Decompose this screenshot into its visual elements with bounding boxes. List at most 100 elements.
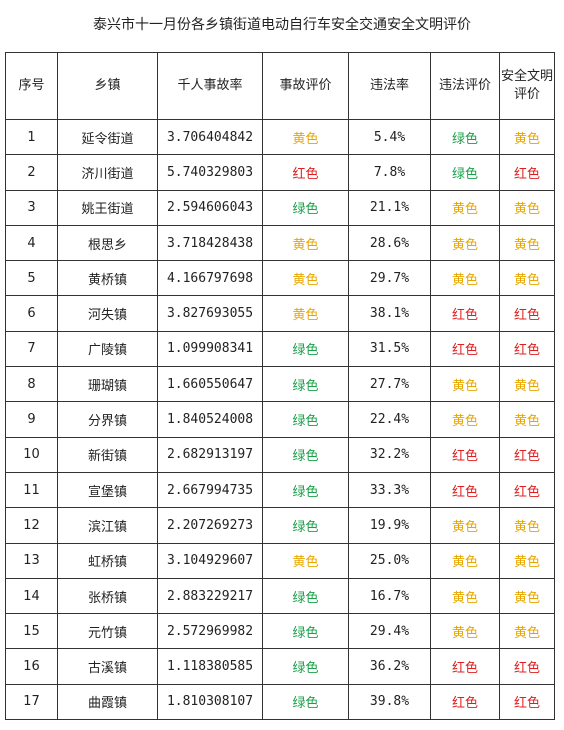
header-violation-rate: 违法率 bbox=[348, 52, 431, 120]
cell-town: 古溪镇 bbox=[57, 648, 158, 685]
cell-violation-rate: 33.3% bbox=[348, 471, 431, 509]
table-row: 5 黄桥镇 4.166797698 黄色 29.7% 黄色 黄色 bbox=[5, 260, 555, 297]
header-safety-eval: 安全文明评价 bbox=[499, 52, 555, 120]
table-body: 1 延令街道 3.706404842 黄色 5.4% 绿色 黄色 2 济川街道 5.7403298… bbox=[5, 118, 555, 721]
cell-town: 分界镇 bbox=[57, 401, 158, 438]
cell-index: 13 bbox=[5, 542, 58, 579]
cell-accident-rate: 3.718428438 bbox=[157, 224, 263, 262]
cell-violation-rate: 7.8% bbox=[348, 154, 431, 191]
cell-violation-eval: 绿色 bbox=[430, 154, 500, 191]
cell-town: 滨江镇 bbox=[57, 507, 158, 544]
cell-safety-eval: 黄色 bbox=[499, 366, 555, 403]
cell-accident-eval: 绿色 bbox=[262, 330, 349, 368]
cell-violation-eval: 红色 bbox=[430, 295, 500, 332]
cell-accident-eval: 绿色 bbox=[262, 577, 349, 615]
cell-index: 7 bbox=[5, 330, 58, 368]
cell-violation-eval: 黄色 bbox=[430, 507, 500, 544]
table-row: 14 张桥镇 2.883229217 绿色 16.7% 黄色 黄色 bbox=[5, 577, 555, 615]
cell-town: 元竹镇 bbox=[57, 613, 158, 650]
table-row: 13 虹桥镇 3.104929607 黄色 25.0% 黄色 黄色 bbox=[5, 542, 555, 579]
cell-safety-eval: 红色 bbox=[499, 471, 555, 509]
page-title: 泰兴市十一月份各乡镇街道电动自行车安全交通安全文明评价 bbox=[93, 17, 471, 33]
cell-violation-rate: 5.4% bbox=[348, 118, 431, 156]
table-row: 1 延令街道 3.706404842 黄色 5.4% 绿色 黄色 bbox=[5, 118, 555, 156]
cell-safety-eval: 黄色 bbox=[499, 189, 555, 226]
cell-accident-eval: 绿色 bbox=[262, 648, 349, 685]
cell-safety-eval: 黄色 bbox=[499, 507, 555, 544]
cell-violation-rate: 27.7% bbox=[348, 366, 431, 403]
cell-town: 新街镇 bbox=[57, 436, 158, 473]
cell-town: 济川街道 bbox=[57, 154, 158, 191]
cell-accident-rate: 5.740329803 bbox=[157, 154, 263, 191]
header-violation-eval: 违法评价 bbox=[430, 52, 500, 120]
table-row: 15 元竹镇 2.572969982 绿色 29.4% 黄色 黄色 bbox=[5, 613, 555, 650]
cell-violation-rate: 36.2% bbox=[348, 648, 431, 685]
cell-index: 12 bbox=[5, 507, 58, 544]
cell-accident-eval: 黄色 bbox=[262, 260, 349, 297]
cell-index: 5 bbox=[5, 260, 58, 297]
cell-accident-rate: 2.883229217 bbox=[157, 577, 263, 615]
cell-accident-eval: 绿色 bbox=[262, 189, 349, 226]
header-row: 序号 乡镇 千人事故率 事故评价 违法率 违法评价 安全文明评价 bbox=[5, 52, 555, 120]
table-row: 11 宣堡镇 2.667994735 绿色 33.3% 红色 红色 bbox=[5, 471, 555, 509]
cell-safety-eval: 黄色 bbox=[499, 118, 555, 156]
cell-accident-rate: 1.118380585 bbox=[157, 648, 263, 685]
table-row: 9 分界镇 1.840524008 绿色 22.4% 黄色 黄色 bbox=[5, 401, 555, 438]
cell-town: 宣堡镇 bbox=[57, 471, 158, 509]
cell-accident-rate: 3.706404842 bbox=[157, 118, 263, 156]
cell-violation-eval: 黄色 bbox=[430, 366, 500, 403]
cell-safety-eval: 红色 bbox=[499, 648, 555, 685]
cell-violation-rate: 32.2% bbox=[348, 436, 431, 473]
header-index: 序号 bbox=[5, 52, 58, 120]
cell-safety-eval: 红色 bbox=[499, 154, 555, 191]
cell-index: 9 bbox=[5, 401, 58, 438]
cell-violation-rate: 29.7% bbox=[348, 260, 431, 297]
cell-accident-rate: 1.099908341 bbox=[157, 330, 263, 368]
cell-accident-rate: 1.840524008 bbox=[157, 401, 263, 438]
cell-index: 16 bbox=[5, 648, 58, 685]
table-row: 16 古溪镇 1.118380585 绿色 36.2% 红色 红色 bbox=[5, 648, 555, 685]
table-row: 12 滨江镇 2.207269273 绿色 19.9% 黄色 黄色 bbox=[5, 507, 555, 544]
cell-violation-rate: 39.8% bbox=[348, 683, 431, 721]
cell-safety-eval: 红色 bbox=[499, 683, 555, 721]
cell-safety-eval: 黄色 bbox=[499, 577, 555, 615]
cell-town: 张桥镇 bbox=[57, 577, 158, 615]
cell-violation-rate: 28.6% bbox=[348, 224, 431, 262]
cell-accident-eval: 绿色 bbox=[262, 683, 349, 721]
cell-town: 河失镇 bbox=[57, 295, 158, 332]
cell-violation-eval: 黄色 bbox=[430, 613, 500, 650]
cell-accident-rate: 1.810308107 bbox=[157, 683, 263, 721]
cell-accident-rate: 2.682913197 bbox=[157, 436, 263, 473]
cell-index: 8 bbox=[5, 366, 58, 403]
cell-index: 11 bbox=[5, 471, 58, 509]
cell-accident-eval: 绿色 bbox=[262, 436, 349, 473]
cell-town: 延令街道 bbox=[57, 118, 158, 156]
cell-index: 15 bbox=[5, 613, 58, 650]
cell-safety-eval: 黄色 bbox=[499, 542, 555, 579]
cell-safety-eval: 黄色 bbox=[499, 260, 555, 297]
table-row: 7 广陵镇 1.099908341 绿色 31.5% 红色 红色 bbox=[5, 330, 555, 368]
cell-town: 广陵镇 bbox=[57, 330, 158, 368]
cell-accident-rate: 1.660550647 bbox=[157, 366, 263, 403]
cell-safety-eval: 红色 bbox=[499, 295, 555, 332]
cell-town: 黄桥镇 bbox=[57, 260, 158, 297]
cell-town: 珊瑚镇 bbox=[57, 366, 158, 403]
header-accident-eval: 事故评价 bbox=[262, 52, 349, 120]
cell-accident-rate: 2.572969982 bbox=[157, 613, 263, 650]
cell-accident-rate: 4.166797698 bbox=[157, 260, 263, 297]
cell-violation-eval: 红色 bbox=[430, 436, 500, 473]
cell-town: 虹桥镇 bbox=[57, 542, 158, 579]
cell-violation-eval: 黄色 bbox=[430, 260, 500, 297]
cell-accident-rate: 2.594606043 bbox=[157, 189, 263, 226]
cell-accident-rate: 2.207269273 bbox=[157, 507, 263, 544]
cell-violation-eval: 黄色 bbox=[430, 224, 500, 262]
cell-accident-eval: 红色 bbox=[262, 154, 349, 191]
evaluation-table: 序号 乡镇 千人事故率 事故评价 违法率 违法评价 安全文明评价 1 延令街道 3.… bbox=[5, 52, 555, 721]
cell-safety-eval: 黄色 bbox=[499, 401, 555, 438]
cell-index: 14 bbox=[5, 577, 58, 615]
cell-accident-eval: 黄色 bbox=[262, 224, 349, 262]
cell-violation-eval: 红色 bbox=[430, 330, 500, 368]
cell-index: 3 bbox=[5, 189, 58, 226]
cell-index: 1 bbox=[5, 118, 58, 156]
table-row: 10 新街镇 2.682913197 绿色 32.2% 红色 红色 bbox=[5, 436, 555, 473]
